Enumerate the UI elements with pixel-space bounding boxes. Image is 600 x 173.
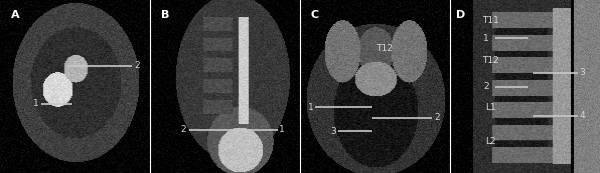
- Text: 1: 1: [484, 34, 489, 43]
- Text: 3: 3: [579, 68, 585, 77]
- Text: 1: 1: [33, 99, 39, 108]
- Text: L2: L2: [485, 137, 496, 146]
- Text: T12: T12: [482, 56, 499, 65]
- Text: 2: 2: [181, 125, 186, 134]
- Text: B: B: [161, 10, 169, 20]
- Text: 2: 2: [134, 61, 140, 70]
- Text: A: A: [11, 10, 19, 20]
- Text: 1: 1: [308, 103, 313, 112]
- Text: 3: 3: [330, 127, 336, 136]
- Text: T11: T11: [482, 16, 499, 25]
- Text: L1: L1: [485, 103, 496, 112]
- Text: D: D: [457, 10, 466, 20]
- Text: 1: 1: [279, 125, 285, 134]
- Text: 4: 4: [579, 111, 585, 120]
- Text: 2: 2: [484, 82, 489, 91]
- Text: C: C: [311, 10, 319, 20]
- Text: T12: T12: [376, 44, 392, 53]
- Text: 2: 2: [434, 113, 440, 122]
